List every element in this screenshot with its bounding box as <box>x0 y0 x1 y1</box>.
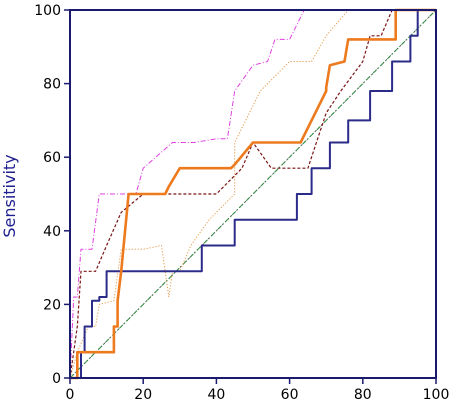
series-line-2 <box>69 9 437 379</box>
y-tick-label: 100 <box>34 3 61 19</box>
y-tick-label: 60 <box>43 150 61 166</box>
series-layer <box>69 8 437 380</box>
x-tick-label: 60 <box>281 387 299 400</box>
x-tick-label: 0 <box>66 387 75 400</box>
plot-frame <box>69 9 437 379</box>
series-line-7 <box>70 8 436 380</box>
y-tick-label: 0 <box>52 371 61 387</box>
x-tick-label: 100 <box>423 387 450 400</box>
y-tick-label: 80 <box>43 77 61 93</box>
x-tick-label: 20 <box>134 387 152 400</box>
y-tick-label: 40 <box>43 224 61 240</box>
x-tick-label: 80 <box>354 387 372 400</box>
x-tick-label: 40 <box>207 387 225 400</box>
series-line-3 <box>69 9 436 379</box>
series-line-6 <box>70 9 436 379</box>
y-tick-label: 20 <box>43 297 61 313</box>
tick-layer: 0 20 40 60 80 100 0 20 40 60 80 100 <box>34 3 449 400</box>
y-axis-label: Sensitivity <box>0 154 19 237</box>
